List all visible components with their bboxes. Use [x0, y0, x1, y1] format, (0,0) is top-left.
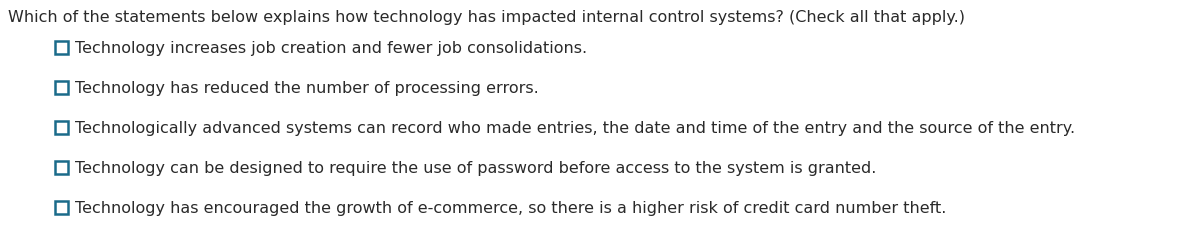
Text: Technology has encouraged the growth of e-commerce, so there is a higher risk of: Technology has encouraged the growth of … — [74, 200, 947, 215]
Bar — [55, 81, 68, 94]
Text: Technology increases job creation and fewer job consolidations.: Technology increases job creation and fe… — [74, 40, 587, 55]
Bar — [55, 121, 68, 134]
Bar — [55, 41, 68, 54]
Bar — [55, 201, 68, 214]
Text: Technologically advanced systems can record who made entries, the date and time : Technologically advanced systems can rec… — [74, 120, 1075, 135]
Text: Which of the statements below explains how technology has impacted internal cont: Which of the statements below explains h… — [8, 10, 965, 25]
Bar — [55, 161, 68, 174]
Text: Technology has reduced the number of processing errors.: Technology has reduced the number of pro… — [74, 80, 539, 95]
Text: Technology can be designed to require the use of password before access to the s: Technology can be designed to require th… — [74, 160, 876, 175]
